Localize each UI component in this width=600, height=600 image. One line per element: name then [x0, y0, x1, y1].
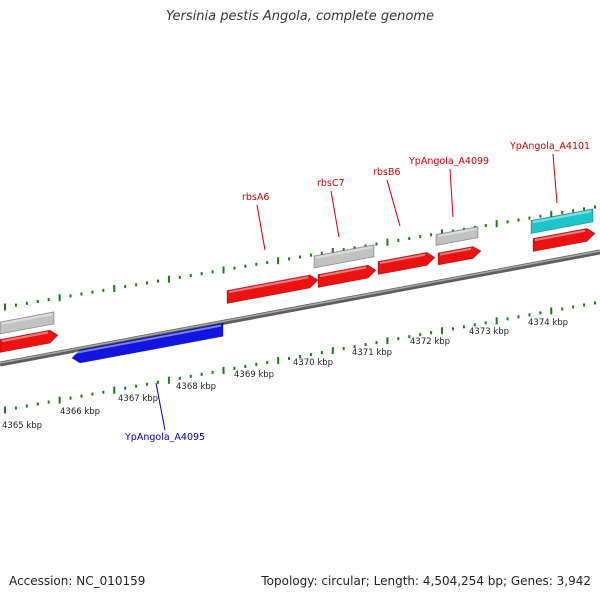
kbp-label-4372: 4372 kbp: [410, 337, 450, 347]
map-title: Yersinia pestis Angola, complete genome: [166, 9, 434, 24]
gene-arrow-a4095-highlight: [73, 324, 222, 355]
gene-arrow-left: [0, 329, 59, 353]
gene-arrow-a4099-highlight: [439, 247, 472, 256]
gene-arrow-left-highlight: [1, 331, 49, 343]
kbp-label-4371: 4371 kbp: [352, 348, 392, 358]
gene-arrow-rbsA6-highlight: [228, 276, 309, 294]
grey-feature-left: [0, 311, 55, 335]
leader-a4095: [155, 382, 166, 431]
cyan-feature-a4101-highlight: [532, 210, 592, 224]
gene-arrow-a4095: [71, 322, 224, 364]
leader-a4099: [449, 168, 454, 218]
grey-feature-left-highlight: [1, 313, 53, 325]
grey-feature-rbsC7-area-highlight: [315, 246, 373, 259]
grey-feature-rbsC7-area: [313, 244, 375, 269]
gene-label-rbsB6: rbsB6: [373, 167, 400, 178]
kbp-label-4368: 4368 kbp: [176, 382, 216, 392]
gene-label-ypangola-a4099: YpAngola_A4099: [408, 156, 489, 167]
kbp-label-4367: 4367 kbp: [118, 394, 158, 404]
backbone-line: [0, 249, 600, 367]
outer-tick-ring: [4, 205, 596, 311]
gene-label-ypangola-a4095: YpAngola_A4095: [124, 432, 205, 443]
kbp-label-4370: 4370 kbp: [293, 358, 333, 368]
gene-arrow-rbsC7: [317, 264, 377, 288]
gene-arrow-rbsA6: [226, 274, 319, 304]
accession-text: Accession: NC_010159: [9, 574, 146, 588]
kbp-label-4366: 4366 kbp: [60, 407, 100, 417]
gene-arrow-rbsC7-highlight: [319, 266, 367, 278]
label-leader-lines: [155, 153, 558, 431]
gene-arrow-rbsB6: [377, 251, 436, 275]
gene-label-rbsC7: rbsC7: [317, 178, 345, 189]
gene-labels: rbsA6 rbsC7 rbsB6 YpAngola_A4099 YpAngol…: [124, 141, 590, 443]
leader-a4101: [552, 153, 558, 204]
gene-label-rbsA6: rbsA6: [242, 192, 269, 203]
gene-arrow-a4099: [437, 246, 482, 266]
gene-arrow-rbsB6-highlight: [379, 253, 426, 265]
grey-feature-a4099-area: [435, 226, 479, 246]
backbone-highlight: [0, 250, 600, 364]
leader-rbsB6: [386, 179, 401, 227]
feature-track: [0, 208, 596, 364]
gene-arrow-a4101-highlight: [534, 229, 586, 242]
cyan-feature-a4101: [530, 208, 594, 234]
genome-summary-text: Topology: circular; Length: 4,504,254 bp…: [261, 574, 591, 588]
grey-feature-a4099-area-highlight: [437, 228, 477, 238]
leader-rbsC7: [330, 190, 340, 238]
leader-rbsA6: [256, 204, 266, 251]
kbp-label-4365: 4365 kbp: [2, 421, 42, 431]
kbp-label-4369: 4369 kbp: [234, 370, 274, 380]
kbp-label-4373: 4373 kbp: [469, 327, 509, 337]
inner-tick-ring: [4, 301, 596, 414]
kbp-label-4374: 4374 kbp: [528, 318, 568, 328]
gene-label-ypangola-a4101: YpAngola_A4101: [509, 141, 590, 152]
backbone-strand: [0, 249, 600, 367]
gene-arrow-a4101: [532, 227, 596, 252]
kbp-scale-labels: 4365 kbp 4366 kbp 4367 kbp 4368 kbp 4369…: [2, 318, 568, 431]
